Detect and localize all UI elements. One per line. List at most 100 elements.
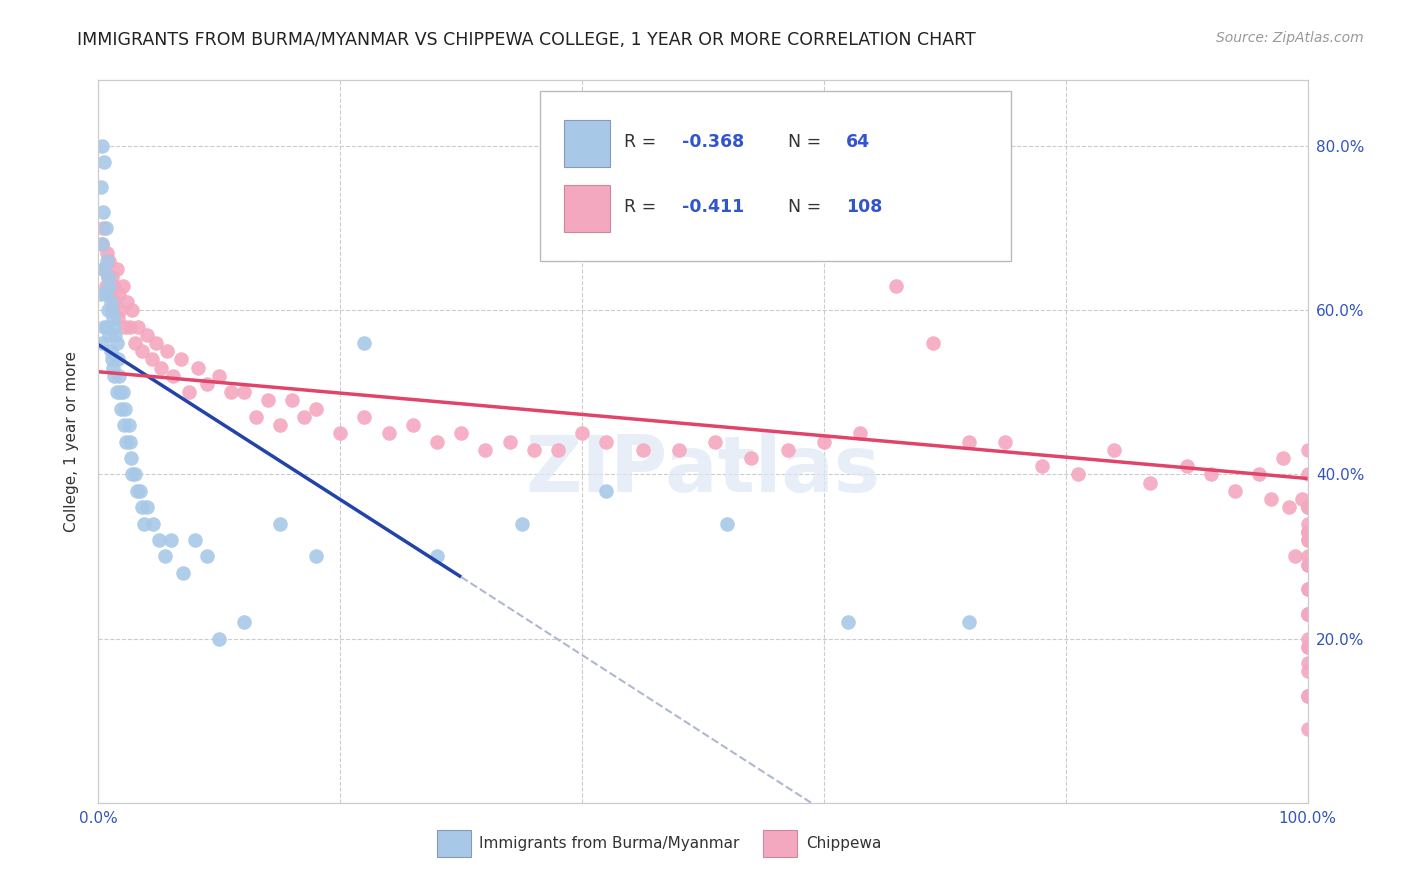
Point	[105, 262, 128, 277]
Point	[91, 139, 114, 153]
Point	[232, 385, 254, 400]
Point	[1296, 607, 1319, 621]
Point	[94, 286, 117, 301]
Point	[1296, 524, 1319, 539]
Point	[1296, 582, 1319, 597]
Point	[96, 319, 118, 334]
Bar	[564, 185, 610, 232]
Point	[100, 286, 122, 301]
Point	[195, 549, 218, 564]
Point	[108, 385, 131, 400]
Point	[329, 426, 352, 441]
Point	[108, 303, 131, 318]
Point	[153, 549, 176, 564]
Point	[115, 434, 138, 449]
Point	[402, 418, 425, 433]
Point	[108, 368, 131, 383]
Point	[1296, 558, 1319, 572]
Point	[104, 295, 127, 310]
Point	[595, 483, 617, 498]
Point	[1296, 558, 1319, 572]
Point	[1296, 689, 1319, 703]
Point	[1296, 524, 1319, 539]
Point	[97, 270, 120, 285]
Point	[1296, 549, 1319, 564]
Text: 108: 108	[845, 198, 882, 216]
Point	[1272, 450, 1295, 465]
Point	[510, 516, 533, 531]
Point	[101, 360, 124, 375]
Point	[957, 434, 980, 449]
Point	[103, 278, 125, 293]
Point	[704, 434, 727, 449]
Point	[631, 442, 654, 457]
Point	[98, 253, 121, 268]
Text: Chippewa: Chippewa	[806, 836, 882, 851]
Point	[134, 516, 156, 531]
Point	[716, 516, 738, 531]
Point	[305, 549, 328, 564]
Point	[837, 615, 859, 630]
Point	[117, 295, 139, 310]
Text: Source: ZipAtlas.com: Source: ZipAtlas.com	[1216, 31, 1364, 45]
Point	[100, 295, 122, 310]
Point	[120, 450, 142, 465]
Point	[1067, 467, 1090, 482]
Text: ZIPatlas: ZIPatlas	[526, 433, 880, 508]
Point	[1296, 500, 1319, 515]
Point	[281, 393, 304, 408]
Point	[187, 360, 209, 375]
Point	[104, 327, 127, 342]
Point	[101, 303, 124, 318]
Point	[221, 385, 243, 400]
Point	[245, 409, 267, 424]
Point	[208, 632, 231, 646]
Point	[1139, 475, 1161, 490]
Text: R =: R =	[624, 133, 662, 151]
Point	[1296, 582, 1319, 597]
Point	[1223, 483, 1246, 498]
Point	[269, 516, 291, 531]
Point	[107, 352, 129, 367]
Point	[256, 393, 278, 408]
Point	[135, 327, 157, 342]
Point	[100, 303, 122, 318]
Point	[1260, 491, 1282, 506]
Text: N =: N =	[787, 133, 827, 151]
Point	[91, 237, 114, 252]
Point	[886, 278, 908, 293]
Point	[1175, 459, 1198, 474]
Point	[108, 286, 131, 301]
Point	[111, 385, 134, 400]
Point	[91, 204, 114, 219]
Point	[93, 319, 115, 334]
Point	[160, 533, 183, 547]
Point	[135, 500, 157, 515]
Point	[100, 352, 122, 367]
Point	[110, 401, 132, 416]
Point	[98, 327, 121, 342]
Point	[141, 352, 163, 367]
Bar	[763, 830, 797, 857]
Point	[1296, 500, 1319, 515]
Point	[740, 450, 762, 465]
Point	[150, 360, 173, 375]
Point	[127, 483, 149, 498]
Point	[91, 336, 114, 351]
Point	[232, 615, 254, 630]
Point	[118, 319, 141, 334]
Point	[105, 336, 128, 351]
FancyBboxPatch shape	[540, 91, 1011, 260]
Point	[118, 434, 141, 449]
Point	[94, 221, 117, 235]
Text: -0.368: -0.368	[682, 133, 745, 151]
Point	[208, 368, 231, 383]
Point	[156, 344, 179, 359]
Point	[96, 245, 118, 260]
Point	[498, 434, 520, 449]
Point	[1278, 500, 1301, 515]
Point	[1296, 533, 1319, 547]
Point	[921, 336, 943, 351]
Point	[994, 434, 1017, 449]
Point	[91, 262, 114, 277]
